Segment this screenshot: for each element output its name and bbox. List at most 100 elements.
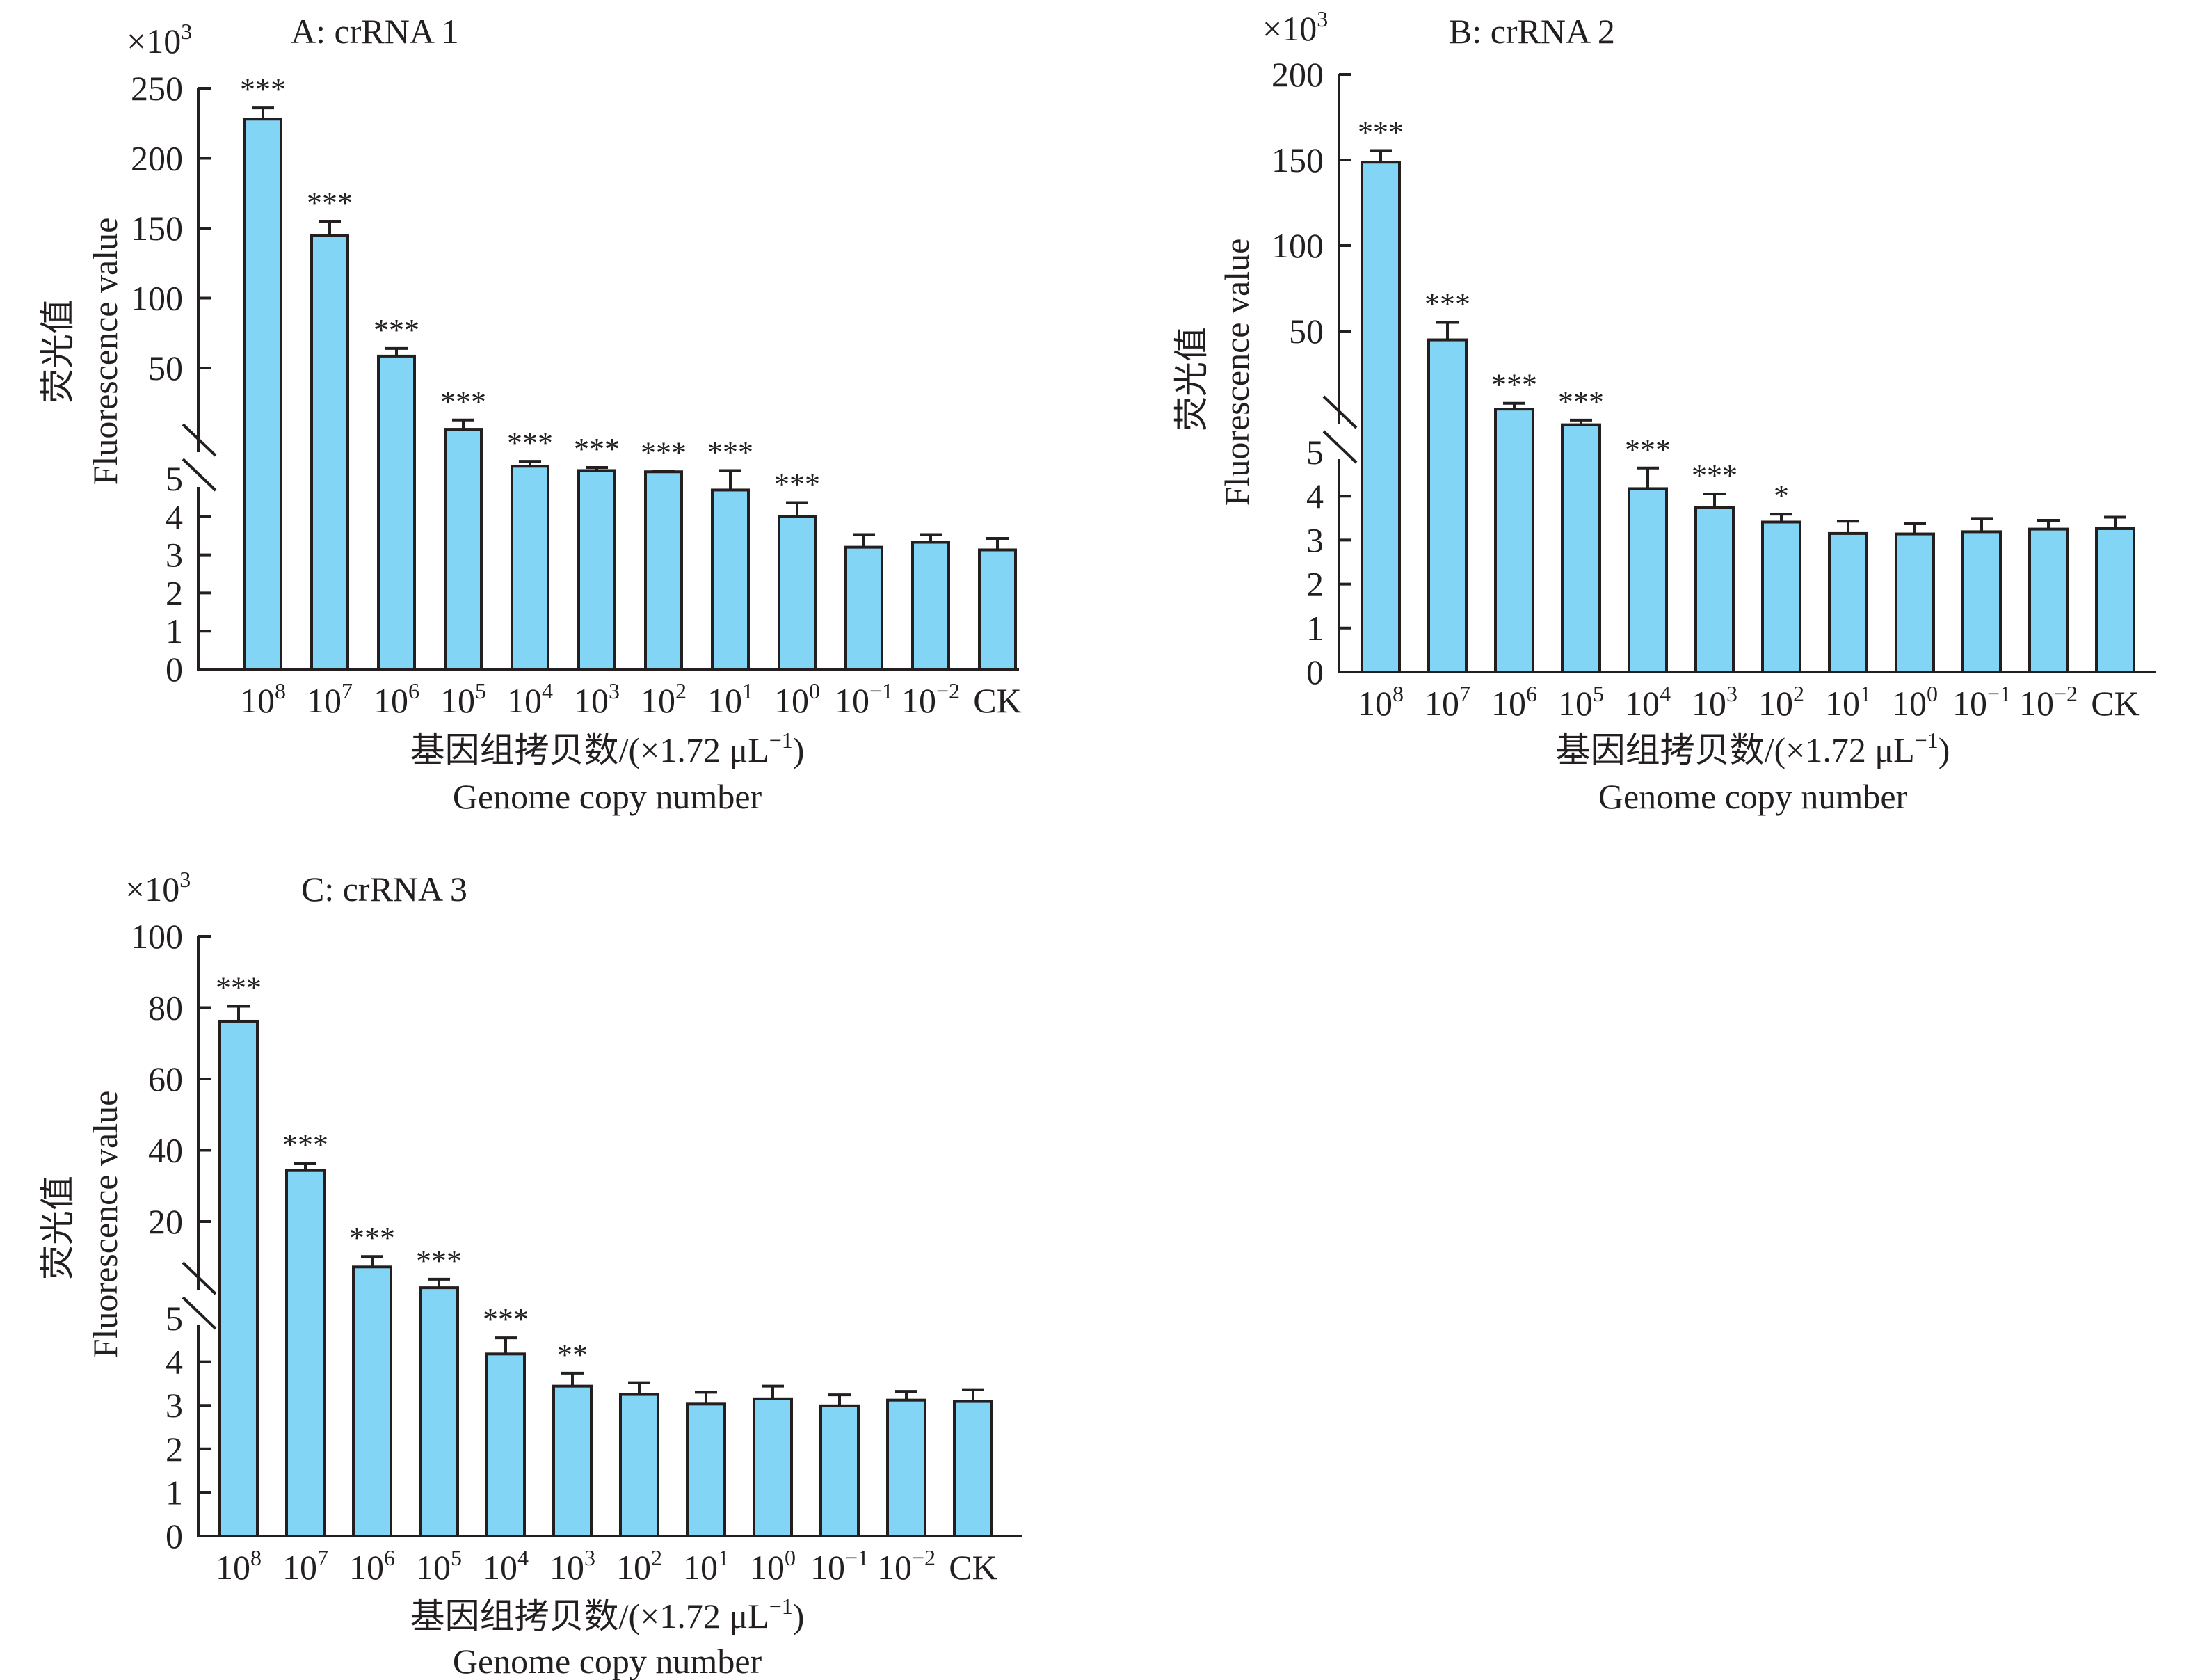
y-tick-label: 5	[166, 1299, 183, 1338]
x-tick-label: 107	[307, 678, 353, 720]
y-tick-label: 3	[1306, 520, 1324, 559]
y-tick-label: 4	[166, 1343, 183, 1382]
x-tick-label: 106	[349, 1545, 395, 1587]
y-tick-label: 60	[148, 1059, 183, 1098]
significance-label: ***	[1558, 385, 1604, 419]
bar	[1561, 423, 1601, 673]
y-tick-label: 100	[131, 279, 183, 318]
y-tick-label: 2	[166, 1430, 183, 1469]
bar	[2095, 527, 2135, 674]
y-axis-title: 荧光值	[38, 299, 77, 403]
chart-panel-a: A: crRNA 1 ×103 荧光值 Fluorescence value 0…	[38, 12, 1022, 816]
x-tick-label: 103	[1692, 681, 1737, 723]
x-axis-title-en: Genome copy number	[453, 1642, 762, 1680]
y-tick-label: 200	[1271, 55, 1324, 94]
x-tick-label: 103	[549, 1545, 595, 1587]
significance-label: ***	[282, 1128, 328, 1162]
y-tick-label: 40	[148, 1131, 183, 1170]
significance-label: ***	[574, 432, 620, 466]
x-tick-label: 100	[1892, 681, 1938, 723]
significance-label: ***	[774, 467, 820, 502]
y-tick-label: 0	[1306, 653, 1324, 691]
y-tick-label: 150	[1271, 141, 1324, 179]
significance-label: ***	[374, 313, 419, 347]
y-unit-label: ×103	[127, 19, 192, 61]
significance-label: ***	[1424, 287, 1470, 321]
plot-area: 0 1 2 3 4 5 50 100 150 200 *** 108 *** 107 *** 106 *** 10…	[1271, 55, 2156, 723]
bar	[2028, 527, 2069, 673]
axis-break-mark	[182, 423, 217, 457]
x-tick-label: 105	[416, 1545, 462, 1587]
y-tick-label: 5	[1306, 433, 1324, 472]
x-tick-label: 101	[707, 678, 753, 720]
bar	[552, 1384, 593, 1537]
y-tick-label: 20	[148, 1202, 183, 1241]
y-axis-title-cn: 荧光值	[1172, 327, 1211, 431]
x-tick-label: 10−2	[877, 1545, 936, 1587]
bar	[778, 515, 817, 671]
x-tick-label: 102	[616, 1545, 662, 1587]
significance-label: ***	[216, 970, 262, 1005]
x-tick-label: 10−1	[810, 1545, 869, 1587]
bar	[711, 488, 750, 671]
significance-label: ***	[1358, 115, 1404, 149]
x-tick-label: 108	[216, 1545, 262, 1587]
significance-label: ***	[507, 426, 553, 460]
x-tick-label: 102	[1758, 681, 1804, 723]
y-axis-title-cn: 荧光值	[38, 299, 77, 403]
bar	[953, 1400, 993, 1538]
bar	[686, 1402, 726, 1538]
chart-panel-b: B: crRNA 2 ×103 荧光值 Fluorescence value 0…	[1172, 6, 2156, 816]
bar	[218, 1019, 259, 1537]
bar	[619, 1393, 659, 1538]
x-tick-label: 104	[1625, 681, 1671, 723]
significance-label: **	[557, 1338, 588, 1372]
y-tick-label: 200	[131, 139, 183, 178]
bar	[419, 1286, 459, 1537]
axis-break-mark	[182, 1261, 217, 1295]
y-axis-title-en-wrap: Fluorescence value	[86, 1091, 125, 1359]
chart-title: C: crRNA 3	[301, 870, 467, 909]
y-tick-label: 2	[1306, 565, 1324, 604]
bar	[753, 1397, 793, 1538]
y-axis-title: 荧光值	[1172, 327, 1211, 431]
bar	[1828, 531, 1868, 673]
x-axis-title-en: Genome copy number	[453, 777, 762, 816]
bar	[352, 1265, 392, 1538]
y-tick-label: 4	[1306, 477, 1324, 515]
x-tick-label: 100	[774, 678, 820, 720]
bar	[1895, 532, 1935, 673]
y-tick-label: 4	[166, 497, 183, 536]
y-axis-title-cn: 荧光值	[38, 1176, 77, 1280]
bar	[911, 541, 950, 671]
x-tick-label: 10−2	[901, 678, 960, 720]
y-tick-label: 3	[166, 1386, 183, 1425]
y-tick-label: 2	[166, 573, 183, 612]
significance-label: ***	[349, 1221, 395, 1255]
bar	[444, 428, 483, 671]
x-tick-label: 103	[574, 678, 620, 720]
chart-panel-c: C: crRNA 3 ×103 荧光值 Fluorescence value 0…	[38, 867, 1022, 1680]
y-tick-label: 80	[148, 989, 183, 1027]
significance-label: ***	[240, 72, 286, 106]
x-tick-label: 101	[683, 1545, 729, 1587]
y-tick-label: 100	[131, 917, 183, 956]
x-tick-label: CK	[949, 1548, 997, 1587]
bar	[886, 1398, 926, 1537]
bar	[1494, 408, 1534, 673]
y-tick-label: 50	[1289, 312, 1324, 351]
y-axis-title-en: Fluorescence value	[86, 218, 125, 486]
bar	[1628, 487, 1668, 673]
significance-label: ***	[416, 1244, 462, 1278]
chart-title: A: crRNA 1	[291, 12, 459, 51]
y-tick-label: 0	[166, 650, 183, 689]
bar	[1961, 530, 2002, 674]
x-tick-label: 106	[374, 678, 419, 720]
axis-break-mark	[182, 458, 217, 492]
y-tick-label: 100	[1271, 226, 1324, 265]
x-axis-title-en: Genome copy number	[1598, 777, 1908, 816]
bar	[1427, 338, 1468, 673]
significance-label: ***	[483, 1302, 529, 1336]
bar	[644, 470, 683, 671]
